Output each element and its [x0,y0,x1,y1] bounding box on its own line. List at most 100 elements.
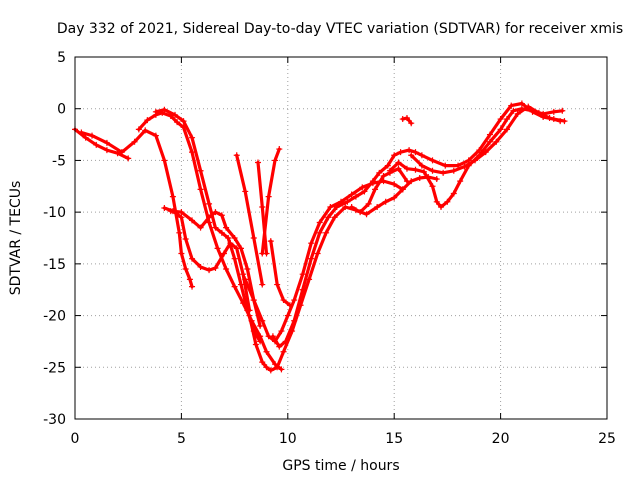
data-point [180,118,187,125]
data-point [223,266,230,273]
data-point [550,108,557,115]
x-tick-label: 20 [492,431,510,447]
data-point [142,127,149,134]
data-point [218,229,225,236]
plot-frame [74,56,608,420]
data-point [212,209,219,216]
data-point [412,166,419,173]
data-point [274,364,281,371]
data-point [259,281,266,288]
x-tick-label: 25 [598,431,616,447]
data-point [291,317,298,324]
x-tick-label: 5 [177,431,186,447]
data-point [508,102,515,109]
data-point [103,139,110,146]
data-point [357,209,364,216]
data-point [376,169,383,176]
chart-title: Day 332 of 2021, Sidereal Day-to-day VTE… [57,21,623,37]
data-point [352,193,359,200]
data-point [152,132,159,139]
data-point [280,297,287,304]
data-point [240,271,247,278]
data-point [246,312,253,319]
data-point [118,149,125,156]
data-point [197,186,204,193]
data-point [93,141,100,148]
data-point [380,172,387,179]
data-point [231,283,238,290]
data-point [412,149,419,156]
data-point [399,116,406,123]
data-point [308,255,315,262]
data-point [418,152,425,159]
data-point [227,240,234,247]
data-point [197,167,204,174]
data-point [252,341,259,348]
data-point [503,126,510,133]
data-point [186,276,193,283]
data-point [167,208,174,215]
data-point [259,317,266,324]
data-point [359,184,366,191]
data-point [406,147,413,154]
data-point [535,109,542,116]
data-point [525,103,532,110]
data-point [278,366,285,373]
data-point [408,152,415,159]
x-tick-label: 0 [71,431,80,447]
data-point [327,203,334,210]
data-point [395,165,402,172]
series-trace-14 [350,167,409,214]
data-point [403,165,410,172]
data-point [348,191,355,198]
y-axis-label: SDTVAR / TECUs [8,181,24,296]
data-point [78,129,85,136]
data-point [206,267,213,274]
data-point [257,322,264,329]
data-point [233,152,240,159]
data-point [316,229,323,236]
data-point [161,157,168,164]
data-point [286,302,293,309]
y-tick-label: -5 [52,153,66,169]
data-point [161,205,168,212]
y-tick-label: -10 [43,205,66,221]
series-trace-1 [73,127,130,160]
data-point [276,146,283,153]
data-point [267,367,274,374]
y-tick-label: -15 [43,257,66,273]
data-point [223,224,230,231]
data-point [325,214,332,221]
data-point [440,169,447,176]
data-point [395,159,402,166]
data-point [225,235,232,241]
y-tick-label: -30 [43,412,66,428]
data-point [176,229,183,236]
data-point [316,219,323,226]
data-point [365,200,372,207]
data-point [276,343,283,350]
data-point [323,229,330,236]
data-point [218,212,225,219]
data-point [189,283,196,290]
x-tick-label: 15 [385,431,403,447]
data-point [189,134,196,141]
series-trace-2 [79,128,194,289]
data-point [263,250,270,257]
data-point [433,176,440,183]
data-point [206,214,213,221]
y-tick-label: 0 [57,102,66,118]
data-point [486,138,493,145]
data-point [497,126,504,133]
data-point [206,219,213,226]
data-point [197,224,204,231]
data-point [197,263,204,270]
data-point [231,255,238,262]
data-point [493,138,500,145]
data-point [457,178,464,185]
data-point [189,255,196,262]
data-point [291,297,298,304]
y-tick-label: -25 [43,360,66,376]
data-point [174,119,181,126]
data-point [172,111,179,118]
